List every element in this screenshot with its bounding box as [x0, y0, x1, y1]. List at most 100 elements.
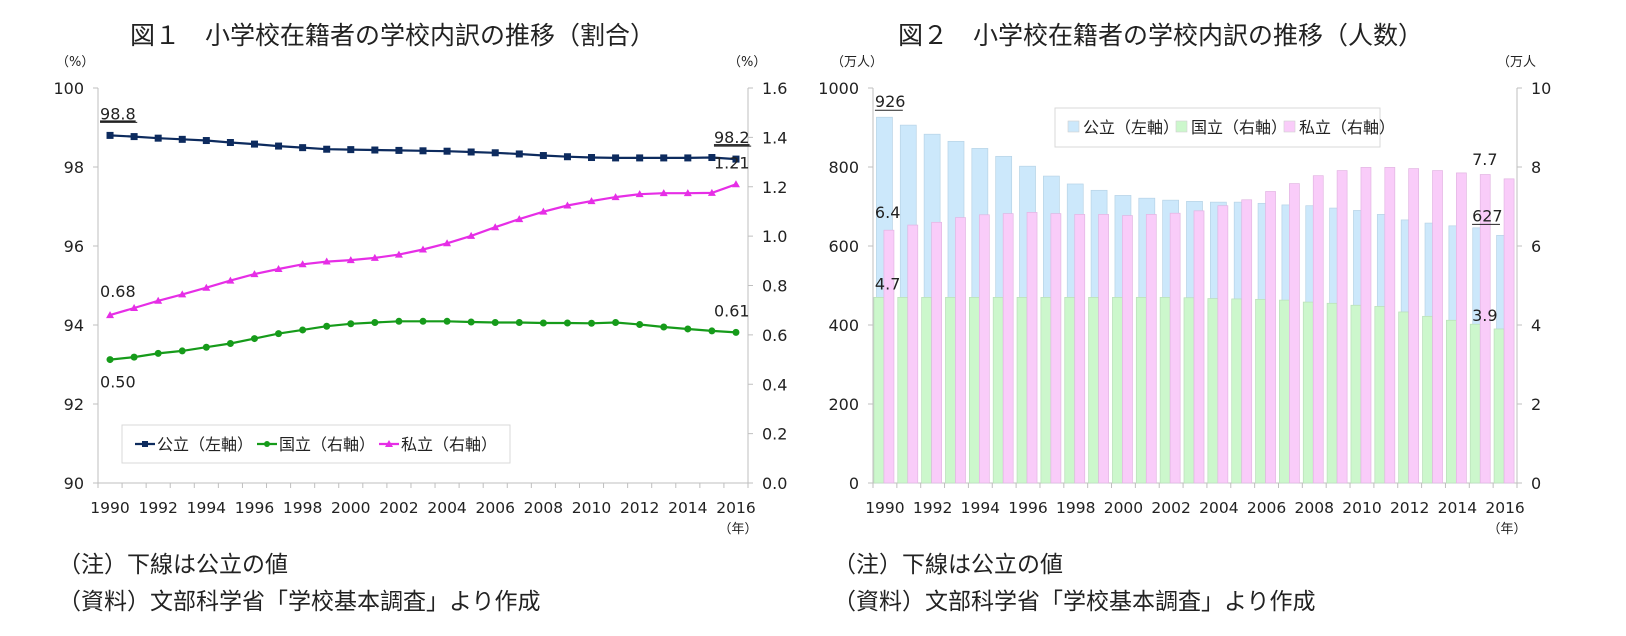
data-point-national [443, 317, 451, 325]
x-tick-label: 1998 [283, 499, 322, 517]
data-point-private [611, 193, 620, 201]
x-tick-label: 1998 [1056, 499, 1095, 517]
bar-private [1336, 170, 1348, 484]
bar-national [1493, 328, 1505, 484]
data-point-private [202, 283, 211, 291]
right-tick-label: 0.2 [762, 425, 787, 444]
x-tick-label: 2006 [1247, 499, 1286, 517]
data-point-private [274, 264, 283, 272]
legend-label: 私立（右軸） [401, 435, 497, 454]
data-point-private [154, 296, 163, 304]
figure-2-title: 図２ 小学校在籍者の学校内訳の推移（人数） [898, 21, 1424, 50]
bar-national [1446, 319, 1457, 484]
legend-box [121, 424, 511, 464]
figure-1-source: （資料）文部科学省「学校基本調査」より作成 [58, 589, 541, 615]
bar-private [1241, 199, 1253, 484]
data-point-private [443, 239, 452, 247]
right-tick-label: 0.8 [762, 277, 787, 296]
bar-private [1050, 213, 1062, 484]
bar-private [1479, 174, 1491, 484]
bar-national [897, 297, 909, 484]
data-point-public [419, 147, 427, 155]
data-point-national [563, 319, 571, 327]
series-line-1 [109, 320, 737, 361]
data-label: 98.8 [100, 104, 136, 123]
x-tick-label: 1996 [235, 499, 274, 517]
data-point-public [250, 140, 258, 148]
data-label: 3.9 [1472, 306, 1497, 325]
data-point-private [635, 190, 644, 198]
x-tick-label: 2006 [475, 499, 514, 517]
data-label: 7.7 [1472, 150, 1497, 169]
data-point-public [708, 154, 716, 162]
figure-1-title: 図１ 小学校在籍者の学校内訳の推移（割合） [130, 21, 656, 50]
x-tick-label: 2012 [1390, 499, 1429, 517]
data-point-public [154, 134, 162, 142]
bar-private [1074, 214, 1086, 484]
data-point-public [106, 131, 114, 139]
bar-national [873, 297, 885, 484]
left-tick-label: 92 [64, 395, 84, 414]
data-point-national [732, 328, 740, 336]
right-tick-label: 6 [1531, 237, 1541, 256]
data-point-public [371, 146, 379, 154]
right-axis-unit: （%） [728, 55, 766, 70]
data-point-public [347, 146, 355, 154]
bar-national [1350, 304, 1362, 484]
bar-national [1016, 297, 1028, 484]
data-point-private [515, 215, 524, 223]
data-point-public [467, 148, 475, 156]
left-tick-label: 600 [828, 237, 859, 256]
bar-national [1302, 301, 1314, 484]
data-point-private [683, 189, 692, 197]
data-point-public [491, 149, 499, 157]
data-point-private [106, 311, 115, 319]
legend-label: 私立（右軸） [1299, 118, 1395, 137]
bar-national [1064, 297, 1076, 484]
bar-national [1469, 323, 1481, 484]
right-tick-label: 1.0 [762, 227, 787, 246]
right-tick-label: 0.6 [762, 326, 787, 345]
bar-private [1002, 213, 1014, 484]
data-point-private [250, 270, 259, 278]
left-tick-label: 1000 [818, 79, 859, 98]
bar-private [1312, 175, 1324, 484]
bar-national [1231, 298, 1243, 484]
legend: 公立（左軸） 国立（右軸） 私立（右軸） [1054, 107, 1395, 148]
right-tick-label: 0.4 [762, 375, 787, 394]
right-tick-label: 10 [1531, 79, 1551, 98]
data-label: 0.61 [714, 301, 750, 320]
bar-national [968, 297, 980, 484]
right-tick-label: 1.6 [762, 79, 787, 98]
legend: 公立（左軸） 国立（右軸） 私立（右軸） [121, 424, 511, 464]
data-point-public [636, 154, 644, 162]
right-tick-label: 4 [1531, 316, 1541, 335]
data-point-national [539, 319, 547, 327]
left-axis-unit: （%） [56, 55, 94, 70]
legend-swatch-1 [1175, 120, 1188, 133]
bar-national [1398, 311, 1410, 484]
bar-national [1159, 297, 1171, 484]
bar-private [1217, 205, 1229, 484]
legend-swatch-2 [1283, 120, 1296, 133]
data-point-private [491, 223, 500, 231]
bar-private [1098, 214, 1109, 484]
bar-private [955, 217, 966, 484]
bar-national [1088, 297, 1099, 484]
data-point-public [612, 154, 620, 162]
data-point-private [539, 207, 548, 215]
figure-1-note: （注）下線は公立の値 [58, 552, 288, 578]
right-tick-label: 0.0 [762, 474, 787, 493]
x-tick-label: 2016 [716, 499, 755, 517]
legend-label: 国立（右軸） [279, 435, 375, 454]
right-tick-label: 0 [1531, 474, 1541, 493]
data-point-national [323, 322, 331, 330]
left-tick-label: 0 [849, 474, 859, 493]
left-tick-label: 200 [828, 395, 859, 414]
bar-private [1456, 172, 1467, 484]
data-point-national [178, 347, 186, 355]
data-point-public [732, 155, 740, 163]
data-point-national [275, 330, 283, 338]
data-point-private [587, 197, 596, 205]
bar-national [921, 297, 932, 484]
